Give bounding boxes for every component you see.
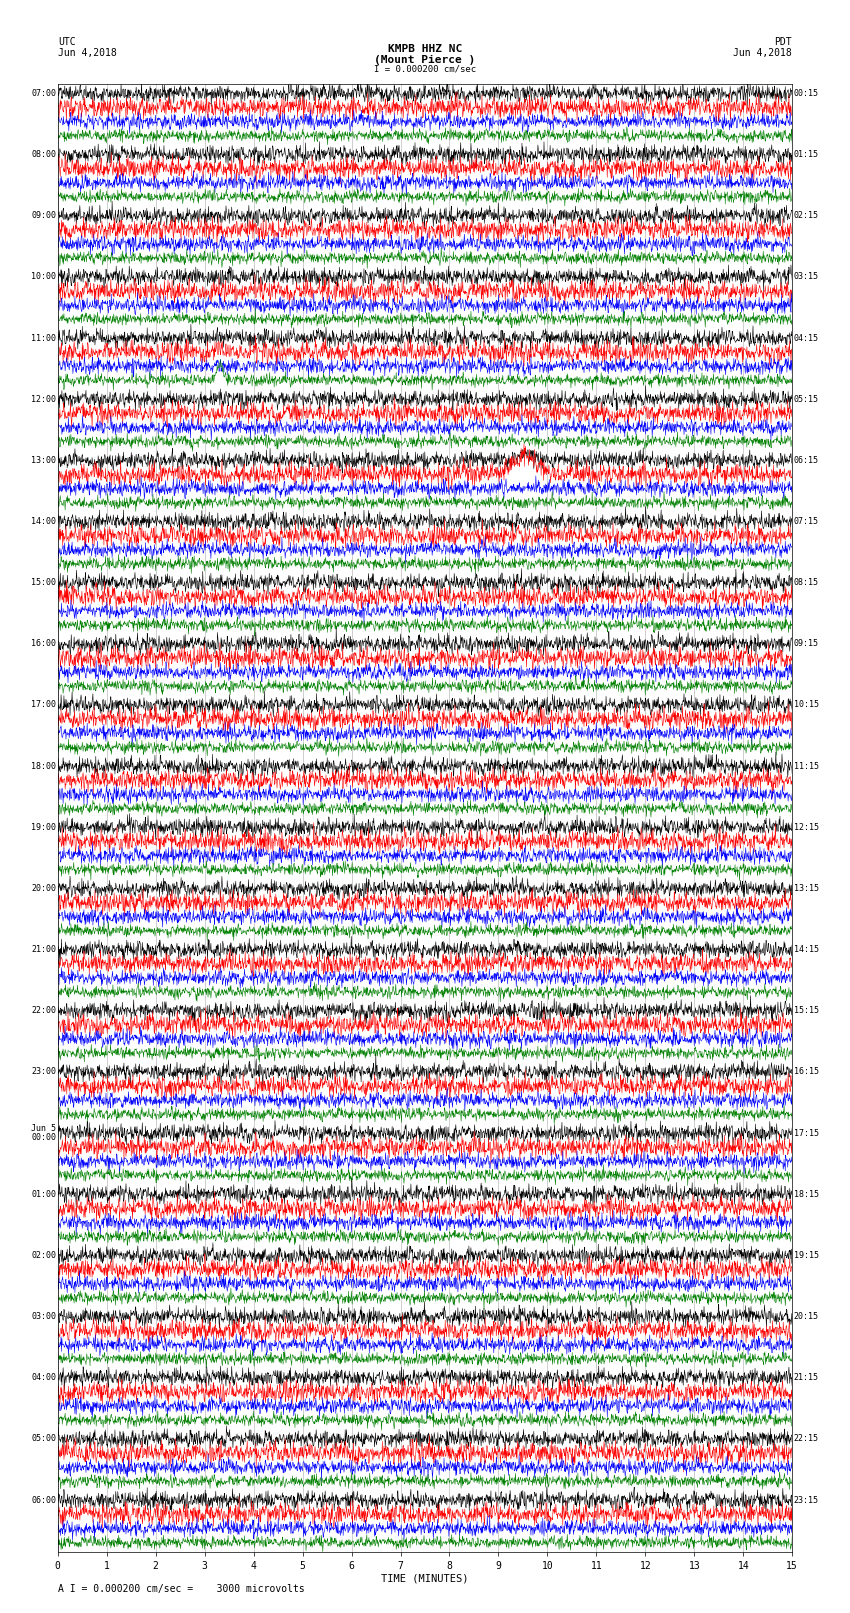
Text: 16:15: 16:15 <box>794 1068 819 1076</box>
Text: I = 0.000200 cm/sec: I = 0.000200 cm/sec <box>374 65 476 74</box>
Text: 17:00: 17:00 <box>31 700 56 710</box>
Text: 09:15: 09:15 <box>794 639 819 648</box>
Text: 12:00: 12:00 <box>31 395 56 403</box>
Text: 21:15: 21:15 <box>794 1373 819 1382</box>
Text: 10:00: 10:00 <box>31 273 56 281</box>
Text: 03:00: 03:00 <box>31 1311 56 1321</box>
Text: 04:00: 04:00 <box>31 1373 56 1382</box>
Text: 15:00: 15:00 <box>31 577 56 587</box>
Text: 11:00: 11:00 <box>31 334 56 342</box>
Text: 18:15: 18:15 <box>794 1190 819 1198</box>
Text: 09:00: 09:00 <box>31 211 56 221</box>
X-axis label: TIME (MINUTES): TIME (MINUTES) <box>382 1574 468 1584</box>
Text: 21:00: 21:00 <box>31 945 56 955</box>
Text: KMPB HHZ NC: KMPB HHZ NC <box>388 44 462 53</box>
Text: 23:00: 23:00 <box>31 1068 56 1076</box>
Text: 20:15: 20:15 <box>794 1311 819 1321</box>
Text: 03:15: 03:15 <box>794 273 819 281</box>
Text: 08:15: 08:15 <box>794 577 819 587</box>
Text: 19:15: 19:15 <box>794 1252 819 1260</box>
Text: 10:15: 10:15 <box>794 700 819 710</box>
Text: 07:15: 07:15 <box>794 518 819 526</box>
Text: 05:15: 05:15 <box>794 395 819 403</box>
Text: 13:15: 13:15 <box>794 884 819 894</box>
Text: 13:00: 13:00 <box>31 456 56 465</box>
Text: (Mount Pierce ): (Mount Pierce ) <box>374 55 476 65</box>
Text: 18:00: 18:00 <box>31 761 56 771</box>
Text: Jun 5: Jun 5 <box>31 1124 56 1134</box>
Text: 23:15: 23:15 <box>794 1495 819 1505</box>
Text: 15:15: 15:15 <box>794 1007 819 1015</box>
Text: 22:00: 22:00 <box>31 1007 56 1015</box>
Text: 00:15: 00:15 <box>794 89 819 98</box>
Text: UTC: UTC <box>58 37 76 47</box>
Text: 02:00: 02:00 <box>31 1252 56 1260</box>
Text: 11:15: 11:15 <box>794 761 819 771</box>
Text: 01:15: 01:15 <box>794 150 819 160</box>
Text: Jun 4,2018: Jun 4,2018 <box>58 48 116 58</box>
Text: 22:15: 22:15 <box>794 1434 819 1444</box>
Text: PDT: PDT <box>774 37 792 47</box>
Text: 20:00: 20:00 <box>31 884 56 894</box>
Text: 06:15: 06:15 <box>794 456 819 465</box>
Text: 19:00: 19:00 <box>31 823 56 832</box>
Text: 07:00: 07:00 <box>31 89 56 98</box>
Text: 16:00: 16:00 <box>31 639 56 648</box>
Text: 06:00: 06:00 <box>31 1495 56 1505</box>
Text: 02:15: 02:15 <box>794 211 819 221</box>
Text: 14:00: 14:00 <box>31 518 56 526</box>
Text: 08:00: 08:00 <box>31 150 56 160</box>
Text: A I = 0.000200 cm/sec =    3000 microvolts: A I = 0.000200 cm/sec = 3000 microvolts <box>58 1584 304 1594</box>
Text: 04:15: 04:15 <box>794 334 819 342</box>
Text: 12:15: 12:15 <box>794 823 819 832</box>
Text: 14:15: 14:15 <box>794 945 819 955</box>
Text: 00:00: 00:00 <box>31 1132 56 1142</box>
Text: Jun 4,2018: Jun 4,2018 <box>734 48 792 58</box>
Text: 01:00: 01:00 <box>31 1190 56 1198</box>
Text: 17:15: 17:15 <box>794 1129 819 1137</box>
Text: 05:00: 05:00 <box>31 1434 56 1444</box>
